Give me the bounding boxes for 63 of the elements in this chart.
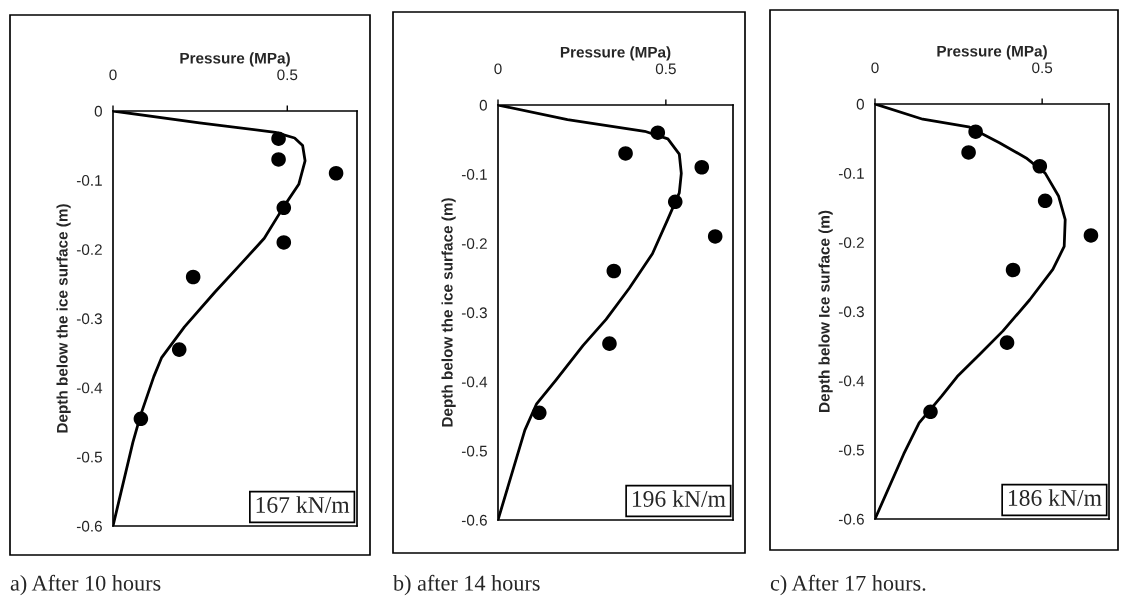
y-axis-title: Depth below Ice surface (m) (818, 210, 833, 412)
point (276, 200, 292, 216)
point (271, 152, 286, 167)
x-tick-label: 0.5 (277, 69, 298, 81)
point (133, 411, 149, 427)
y-tick-label: -0.2 (76, 244, 102, 256)
point (1032, 158, 1048, 174)
point (271, 131, 286, 146)
y-tick-label: 0 (94, 105, 102, 117)
point (667, 194, 683, 210)
y-tick-label: -0.5 (76, 451, 102, 463)
point (328, 165, 344, 181)
y-tick-label: -0.3 (838, 306, 864, 318)
y-tick-label: -0.4 (838, 375, 865, 387)
point (968, 124, 983, 139)
y-tick-label: -0.3 (76, 313, 102, 325)
point (606, 263, 622, 279)
point (923, 404, 938, 420)
point (650, 125, 666, 140)
text: a) After 10 hours (10, 574, 161, 596)
y-tick-label: 0 (856, 98, 864, 110)
y-tick-label: -0.2 (461, 238, 487, 250)
point (185, 269, 201, 285)
text: c) After 17 hours. (770, 574, 926, 596)
point (602, 336, 617, 351)
annotation: 167 kN/m (256, 496, 350, 513)
point (961, 145, 976, 160)
x-tick-label: 0 (494, 63, 502, 75)
point (1005, 262, 1021, 278)
y-tick-label: -0.3 (461, 307, 487, 319)
y-tick-label: -0.4 (76, 382, 103, 394)
x-axis-title: Pressure (MPa) (180, 52, 290, 67)
y-tick-label: -0.5 (838, 444, 864, 456)
y-tick-label: 0 (479, 99, 487, 111)
x-tick-label: 0 (871, 62, 879, 74)
text: b) after 14 hours (393, 574, 540, 596)
y-tick-label: -0.1 (76, 175, 102, 186)
x-axis-title: Pressure (MPa) (937, 45, 1047, 60)
y-axis-title: Depth below the ice surface (m) (56, 204, 71, 433)
annotation: 186 kN/m (1008, 489, 1102, 506)
y-tick-label: -0.6 (76, 520, 102, 532)
y-tick-label: -0.6 (838, 513, 864, 525)
y-tick-label: -0.4 (461, 376, 488, 388)
point (276, 235, 292, 250)
x-tick-label: 0 (109, 69, 117, 81)
point (999, 335, 1015, 350)
point (532, 405, 547, 421)
annotation: 196 kN/m (632, 490, 726, 507)
x-axis-title: Pressure (MPa) (560, 46, 671, 61)
x-tick-label: 0.5 (655, 63, 676, 75)
point (171, 342, 187, 357)
point (1083, 228, 1099, 243)
y-tick-label: -0.2 (838, 237, 864, 249)
y-axis-title: Depth below the ice surface (m) (441, 198, 456, 427)
point (694, 159, 710, 175)
x-tick-label: 0.5 (1032, 62, 1053, 74)
point (707, 229, 723, 244)
y-tick-label: -0.5 (461, 445, 487, 457)
y-tick-label: -0.1 (838, 168, 864, 179)
point (618, 146, 633, 161)
point (1037, 193, 1053, 209)
y-tick-label: -0.6 (461, 514, 487, 526)
y-tick-label: -0.1 (461, 169, 487, 180)
